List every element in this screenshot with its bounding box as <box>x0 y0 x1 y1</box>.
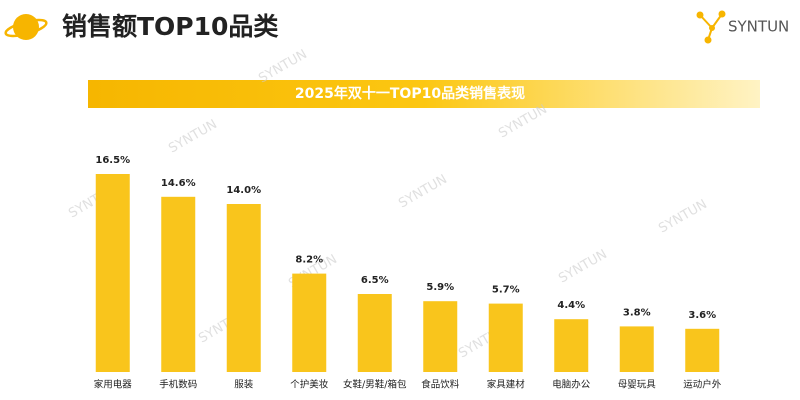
value-label: 14.6% <box>161 178 196 189</box>
bar <box>95 174 130 372</box>
bar <box>488 303 523 372</box>
x-tick-label: 女鞋/男鞋/箱包 <box>343 379 407 391</box>
chart-title: 2025年双十一TOP10品类销售表现 <box>295 85 525 102</box>
x-tick-label: 个护美妆 <box>290 379 329 391</box>
bar <box>357 294 392 372</box>
value-label: 5.9% <box>426 282 454 293</box>
x-tick-label: 家具建材 <box>487 379 526 391</box>
value-label: 8.2% <box>295 255 323 266</box>
bar <box>161 196 196 372</box>
x-tick-label: 服装 <box>234 379 254 391</box>
watermark: SYNTUN <box>556 247 609 287</box>
value-label: 3.6% <box>688 310 716 321</box>
x-tick-label: 母婴玩具 <box>618 380 657 391</box>
page-title: 销售额TOP10品类 <box>62 12 279 41</box>
value-label: 4.4% <box>557 300 585 311</box>
bar <box>554 319 589 372</box>
logo: SYNTUN <box>696 10 789 44</box>
watermark: SYNTUN <box>656 197 709 237</box>
value-label: 3.8% <box>623 307 651 318</box>
x-tick-label: 家用电器 <box>94 379 133 391</box>
planet-icon <box>4 14 48 40</box>
x-tick-label: 食品饮料 <box>421 379 460 391</box>
value-label: 14.0% <box>226 185 261 196</box>
x-tick-label: 电脑办公 <box>552 379 591 391</box>
bar <box>226 204 261 372</box>
value-label: 16.5% <box>95 155 130 166</box>
x-tick-label: 手机数码 <box>159 379 197 391</box>
bar <box>292 273 327 372</box>
bar <box>619 326 654 372</box>
chart-banner <box>88 80 760 108</box>
bar <box>423 301 458 372</box>
logo-text: SYNTUN <box>728 18 789 36</box>
watermark: SYNTUN <box>396 172 449 212</box>
bar <box>685 328 720 372</box>
value-label: 6.5% <box>361 275 389 286</box>
value-label: 5.7% <box>492 285 520 296</box>
x-tick-label: 运动户外 <box>683 379 722 391</box>
watermark: SYNTUN <box>166 117 219 157</box>
